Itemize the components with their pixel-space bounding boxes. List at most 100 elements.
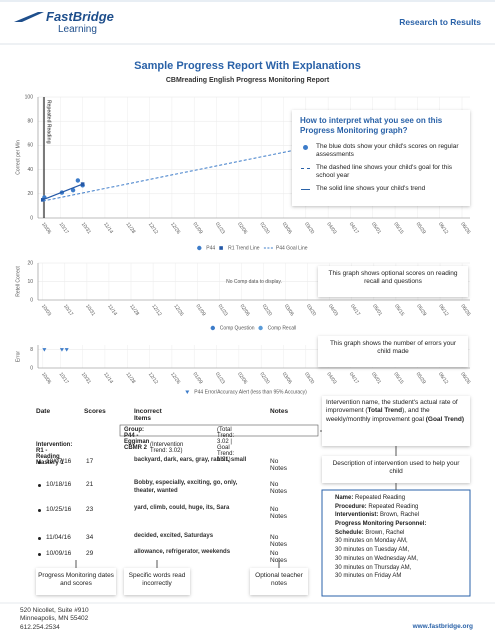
callout-item-text: The solid line shows your child's trend: [316, 184, 426, 192]
callout-text: This graph shows optional scores on read…: [328, 270, 458, 286]
row-date: 10/25/16: [46, 506, 72, 513]
x-tick-label: 03/06: [281, 371, 293, 385]
intervention-details: Name: Repeated Reading Procedure: Repeate…: [335, 494, 467, 581]
x-tick-label: 11/28: [125, 371, 137, 385]
title: Sample Progress Report With Explanations: [134, 60, 361, 72]
legend-label: Comp Question: [220, 325, 255, 331]
row-score: 17: [86, 458, 94, 465]
legend-marker: [219, 246, 223, 250]
table-header: Date: [36, 408, 51, 415]
x-tick-label: 06/12: [437, 303, 449, 317]
x-tick-label: 05/15: [392, 221, 404, 235]
y-tick-label: 100: [25, 94, 34, 100]
text-segment: Intervention name, the student's actual …: [326, 399, 458, 415]
brand-sub: Learning: [58, 24, 97, 35]
callout-box: [124, 568, 190, 595]
detail-line: 30 minutes on Wednesday AM,: [335, 555, 467, 564]
row-items: Bobby, especially, exciting, go, only, t…: [134, 480, 238, 495]
x-tick-label: 03/06: [281, 221, 293, 235]
legend-label: P44 Goal Line: [276, 245, 308, 251]
legend-marker: [258, 325, 263, 331]
x-tick-label: 11/14: [102, 371, 114, 385]
row-score: 23: [86, 506, 94, 513]
data-point: [80, 182, 85, 186]
x-tick-label: 10/17: [58, 221, 70, 235]
row-notes: No Notes: [270, 534, 287, 548]
legend-marker: [197, 245, 202, 251]
row-date: 10/18/16: [46, 481, 72, 488]
brand: FastBridge: [46, 9, 114, 24]
x-tick-label: 05/01: [371, 303, 383, 317]
dot-icon: [303, 145, 308, 150]
detail-value: Brown, Rachel: [365, 529, 405, 536]
detail-line: Procedure: Repeated Reading: [335, 503, 467, 512]
x-tick-label: 11/14: [106, 303, 118, 317]
annotation: Repeated Reading: [46, 100, 52, 144]
series-line: [42, 183, 83, 201]
website: www.fastbridge.org: [412, 623, 473, 630]
row-items: yard, climb, could, huge, its, Sara: [134, 505, 230, 511]
y-tick-label: 20: [27, 260, 33, 266]
x-tick-label: 12/26: [172, 303, 184, 317]
x-tick-label: 10/31: [80, 371, 92, 385]
x-tick-label: 01/09: [191, 221, 203, 235]
legend-marker: [210, 325, 215, 331]
row-score: 29: [86, 550, 94, 557]
detail-label: Schedule:: [335, 529, 364, 536]
callout-text: Optional teacher notes: [255, 572, 303, 588]
detail-line: 30 minutes on Thursday AM,: [335, 564, 467, 573]
x-tick-label: 01/23: [214, 221, 226, 235]
row-items: decided, excited, Saturdays: [134, 533, 214, 539]
detail-value: Repeated Reading: [355, 495, 406, 501]
x-tick-label: 11/28: [125, 221, 137, 235]
table-header: Incorrect Items: [134, 408, 162, 422]
row-notes: No Notes: [270, 550, 287, 564]
address-line: 612.254.2534: [20, 623, 60, 631]
x-tick-label: 04/03: [325, 221, 337, 235]
dashed-icon: [301, 167, 310, 169]
callout-box: [250, 568, 308, 595]
legend-label: R1 Trend Line: [228, 245, 260, 251]
x-tick-label: 01/09: [191, 371, 203, 385]
x-tick-label: 11/14: [102, 221, 114, 235]
callout-item: The blue dots show your child's scores o…: [300, 143, 466, 160]
data-point: [70, 187, 76, 193]
detail-value: Brown, Rachel: [380, 512, 420, 519]
logo-mark: [14, 12, 44, 22]
top-rule: [0, 0, 495, 2]
x-tick-label: 03/20: [303, 221, 315, 235]
data-point: [59, 348, 64, 352]
x-tick-label: 12/26: [169, 221, 181, 235]
row-items: allowance, refrigerator, weekends: [134, 549, 231, 555]
row-items: backyard, dark, ears, gray, rabbit, smal…: [134, 457, 247, 463]
callout-list: The blue dots show your child's scores o…: [300, 143, 466, 197]
y-tick-label: 60: [27, 143, 33, 149]
address-line: Minneapolis, MN 55402: [20, 615, 89, 623]
x-tick-label: 10/03: [40, 303, 52, 317]
y-axis-label: Correct per Min: [15, 140, 21, 175]
bullet: [38, 461, 41, 464]
row-score: 21: [86, 481, 94, 488]
x-tick-label: 05/15: [392, 371, 404, 385]
detail-line: 30 minutes on Friday AM: [335, 572, 467, 581]
x-tick-label: 10/06: [40, 221, 52, 235]
address: 520 Nicollet, Suite #910 Minneapolis, MN …: [20, 607, 89, 632]
data-point: [42, 348, 47, 352]
x-tick-label: 02/20: [258, 221, 270, 235]
x-tick-label: 05/15: [393, 303, 405, 317]
text-segment: ), and the weekly/monthly improvement go…: [326, 407, 430, 423]
y-tick-label: 0: [30, 215, 33, 221]
intervention-box: [321, 489, 471, 597]
legend-marker: [185, 390, 190, 394]
row-notes: No Notes: [270, 458, 287, 472]
subtitle: CBMreading English Progress Monitoring R…: [165, 77, 330, 84]
x-tick-label: 05/29: [415, 371, 427, 385]
series-line: [42, 147, 306, 202]
legend-label: P44 Error/Accuracy Alert (less than 95% …: [194, 389, 307, 395]
data-point: [40, 198, 45, 202]
detail-value: 30 minutes on Wednesday AM,: [335, 555, 418, 562]
row-score: 34: [86, 534, 94, 541]
x-tick-label: 03/20: [305, 303, 317, 317]
address-line: 520 Nicollet, Suite #910: [20, 607, 89, 614]
